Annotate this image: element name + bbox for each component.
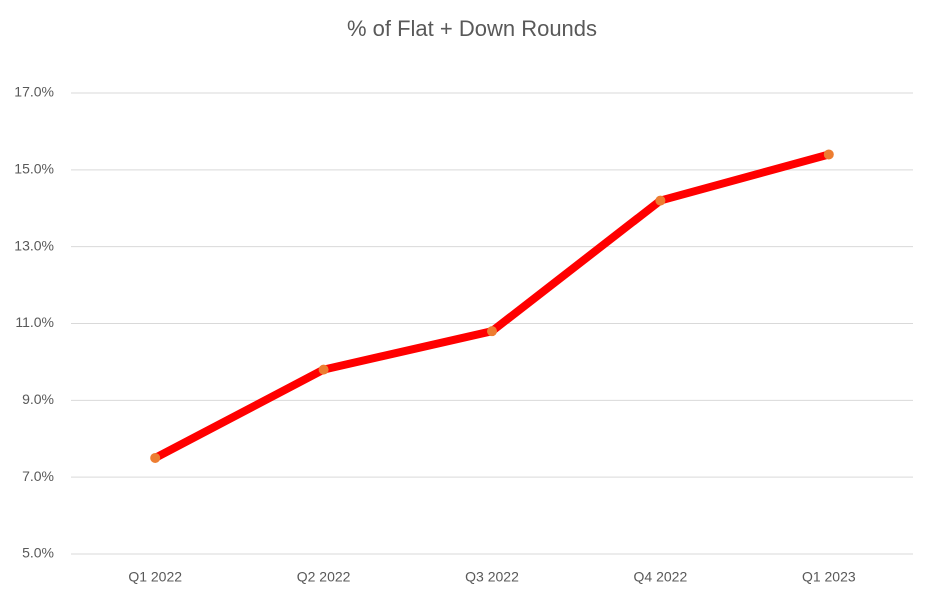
y-tick-label: 11.0% [15,314,54,330]
x-tick-label: Q1 2023 [802,569,856,585]
marker [318,364,329,375]
chart-title: % of Flat + Down Rounds [347,16,597,41]
y-tick-label: 9.0% [22,391,54,407]
marker [655,195,666,206]
x-tick-label: Q3 2022 [465,569,519,585]
y-tick-label: 15.0% [14,161,54,177]
x-tick-label: Q2 2022 [297,569,351,585]
y-tick-label: 7.0% [22,468,54,484]
y-tick-label: 17.0% [14,84,54,100]
marker [823,149,834,160]
y-tick-label: 13.0% [14,237,54,253]
y-tick-label: 5.0% [22,545,54,561]
x-tick-label: Q1 2022 [128,569,182,585]
marker [487,326,497,337]
x-tick-label: Q4 2022 [634,569,688,585]
marker [150,452,161,463]
